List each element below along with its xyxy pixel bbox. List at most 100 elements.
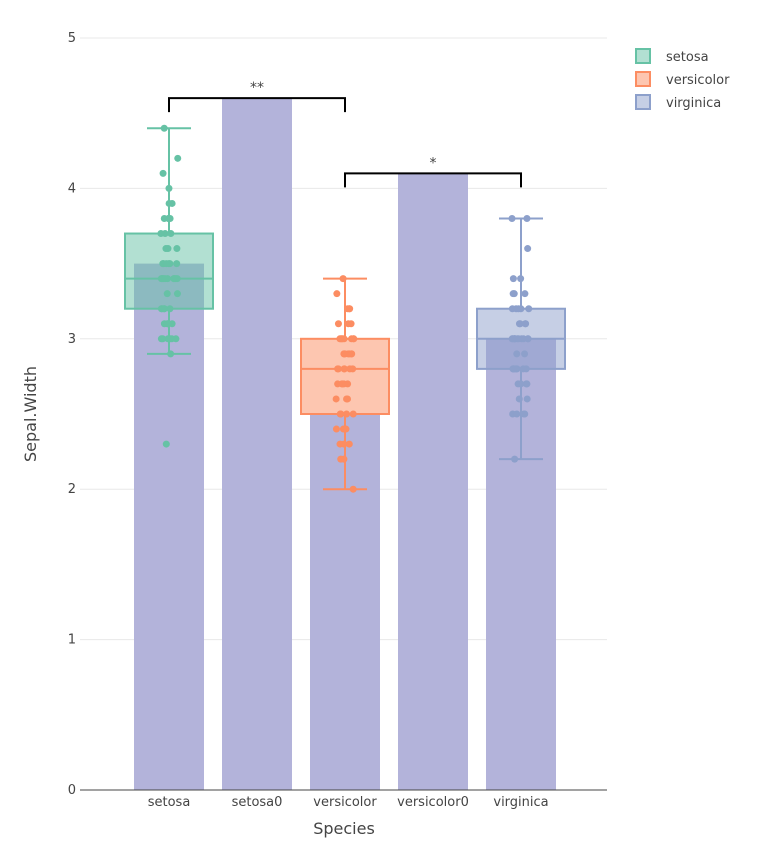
x-tick-label: versicolor [313,795,377,810]
data-point [337,455,345,463]
legend-swatch [635,94,651,110]
data-point [164,320,172,328]
data-point [350,335,358,343]
data-point [513,350,521,358]
data-point [159,335,167,343]
data-point [333,290,341,298]
x-tick-label: versicolor0 [397,795,469,810]
data-point [162,245,170,253]
legend-swatch [635,71,651,87]
data-point [521,350,529,358]
legend-label: setosa [666,50,709,65]
data-point [508,335,516,343]
data-point [345,305,353,313]
data-point [523,380,531,388]
data-point [510,365,518,373]
data-point [172,335,180,343]
data-point [174,154,182,162]
data-point [340,350,348,358]
y-tick-label: 2 [68,482,76,497]
data-point [524,335,532,343]
data-point [340,365,348,373]
data-point [161,275,169,283]
data-point [160,124,168,132]
data-point [167,230,175,238]
data-point [337,410,345,418]
data-point [338,335,346,343]
data-point [165,184,173,192]
data-point [334,380,342,388]
data-point [168,199,176,207]
data-point [521,320,529,328]
legend-label: virginica [666,96,721,111]
data-point [162,260,170,268]
data-point [344,320,352,328]
data-point [345,440,353,448]
data-point [509,275,517,283]
x-tick-label: setosa0 [232,795,283,810]
legend-item-virginica[interactable]: virginica [635,94,721,111]
data-point [513,410,521,418]
x-axis-title: Species [313,819,375,838]
data-point [160,305,168,313]
data-point [166,305,174,313]
significance-bracket [168,97,346,113]
data-point [339,275,347,283]
data-point [517,275,525,283]
data-point [514,335,522,343]
data-point [514,380,522,388]
data-point [520,410,528,418]
data-point [509,290,517,298]
legend-item-versicolor[interactable]: versicolor [635,71,730,88]
data-point [338,380,346,388]
data-point [332,425,340,433]
data-point [162,440,170,448]
x-tick-label: virginica [493,795,548,810]
data-point [511,455,519,463]
data-point [515,395,523,403]
significance-label: ** [250,80,264,96]
legend-label: versicolor [666,73,730,88]
data-point [349,365,357,373]
data-point [163,290,171,298]
data-point [164,214,172,222]
data-point [342,425,350,433]
data-point [173,245,181,253]
significance-bracket [344,172,522,188]
bar-versicolor0 [398,173,468,791]
data-point [173,260,181,268]
legend-item-setosa[interactable]: setosa [635,48,709,65]
data-point [516,320,524,328]
data-point [523,214,531,222]
box-setosa [124,232,214,310]
data-point [159,169,167,177]
y-tick-label: 1 [68,633,76,648]
data-point [167,350,175,358]
data-point [343,410,351,418]
data-point [349,485,357,493]
data-point [164,335,172,343]
legend-swatch [635,48,651,64]
data-point [157,230,165,238]
data-point [348,350,356,358]
bar-setosa0 [222,98,292,790]
data-point [508,214,516,222]
data-point [508,305,516,313]
data-point [340,440,348,448]
data-point [521,290,529,298]
data-point [332,395,340,403]
y-tick-label: 4 [68,181,76,196]
data-point [514,305,522,313]
box-versicolor [300,337,390,415]
data-point [524,245,532,253]
data-point [519,365,527,373]
data-point [349,410,357,418]
y-tick-label: 3 [68,332,76,347]
data-point [525,305,533,313]
data-point [334,320,342,328]
data-point [173,290,181,298]
data-point [170,275,178,283]
y-tick-label: 5 [68,31,76,46]
y-axis-title: Sepal.Width [21,366,40,462]
